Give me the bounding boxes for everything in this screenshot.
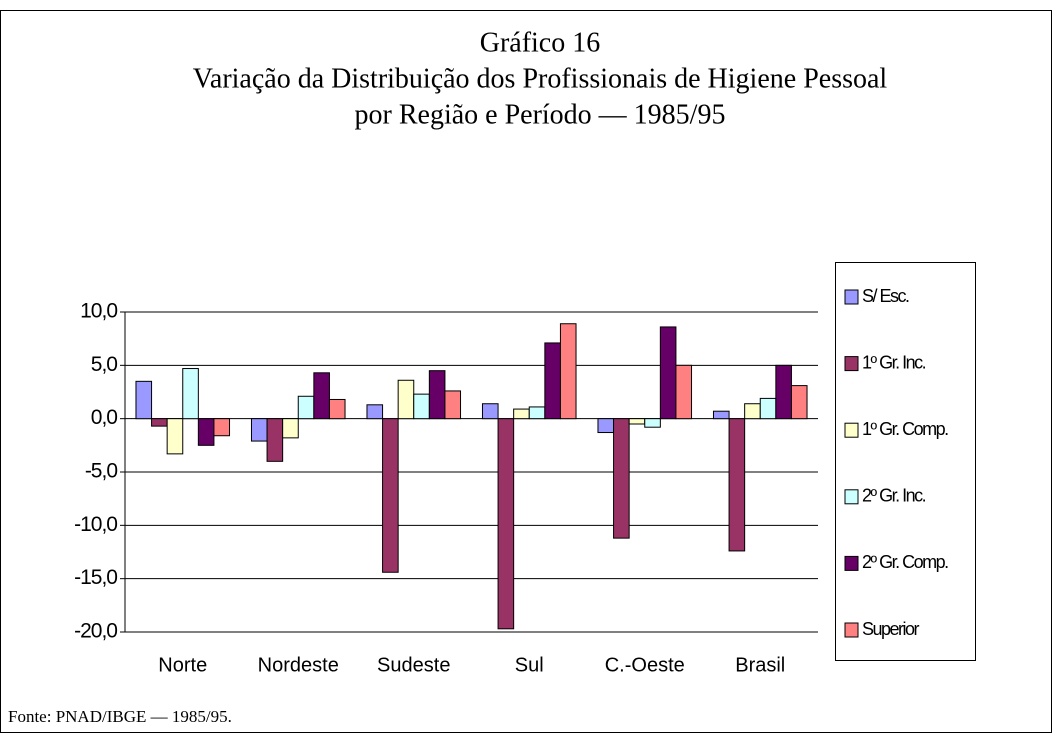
legend-swatch [844,289,859,305]
bar [151,418,168,427]
bar [675,364,693,420]
bar [559,323,577,420]
bar [213,418,231,437]
bar [628,418,646,425]
bar [712,410,730,420]
bar [428,370,446,420]
y-tick-label: 10,0 [80,300,117,323]
legend-label: 1º Gr. Comp. [862,419,948,439]
x-tick-label: Nordeste [258,654,339,676]
x-tick-label: Norte [158,654,207,676]
bar [166,418,184,455]
legend-label: Superior [862,619,920,639]
legend-swatch [844,555,859,571]
bar [728,418,746,552]
x-tick-label: C.-Oeste [605,654,685,676]
y-tick-label: 5,0 [91,353,118,376]
legend-swatch [844,622,859,638]
bar [659,326,677,420]
bar [775,364,792,420]
x-tick-label: Sudeste [377,654,450,676]
y-tick-label: -5,0 [85,460,118,483]
bar [544,342,561,420]
bar [644,418,661,428]
chart-title: Variação da Distribuição dos Profissiona… [193,63,888,94]
bar [744,403,761,420]
y-tick-label: 0,0 [91,406,118,429]
x-tick-label: Sul [515,654,544,676]
legend-label: 1º Gr. Inc. [862,352,926,372]
bar [513,408,530,420]
bar [413,393,430,420]
bar [282,418,299,439]
bar [444,390,462,420]
bar [297,395,315,420]
bar [497,418,515,630]
bar [250,418,268,442]
legend-label: 2º Gr. Inc. [862,486,926,506]
bar [328,398,346,420]
bar [528,406,546,420]
bar [790,385,808,420]
bar [266,418,284,462]
legend-box [835,262,976,661]
chart-title: Gráfico 16 [480,27,601,58]
legend-swatch [844,489,859,505]
legend-label: 2º Gr. Comp. [862,552,948,572]
bar [182,368,199,420]
bar [759,397,777,420]
bar [597,418,615,434]
bar [481,403,499,420]
legend-swatch [844,356,859,372]
chart-title: por Região e Período — 1985/95 [355,99,726,130]
bar [135,380,153,420]
bar [613,418,630,539]
bar [313,372,330,420]
bar [382,418,399,573]
y-tick-label: -20,0 [74,620,117,643]
x-tick-label: Brasil [735,654,785,676]
bar [197,418,215,446]
bar [397,379,415,420]
legend-label: S/ Esc. [862,286,909,306]
legend-swatch [844,422,859,438]
source-note: Fonte: PNAD/IBGE — 1985/95. [8,707,232,726]
y-tick-label: -10,0 [74,513,117,536]
bar [366,404,384,420]
y-tick-label: -15,0 [74,566,117,589]
